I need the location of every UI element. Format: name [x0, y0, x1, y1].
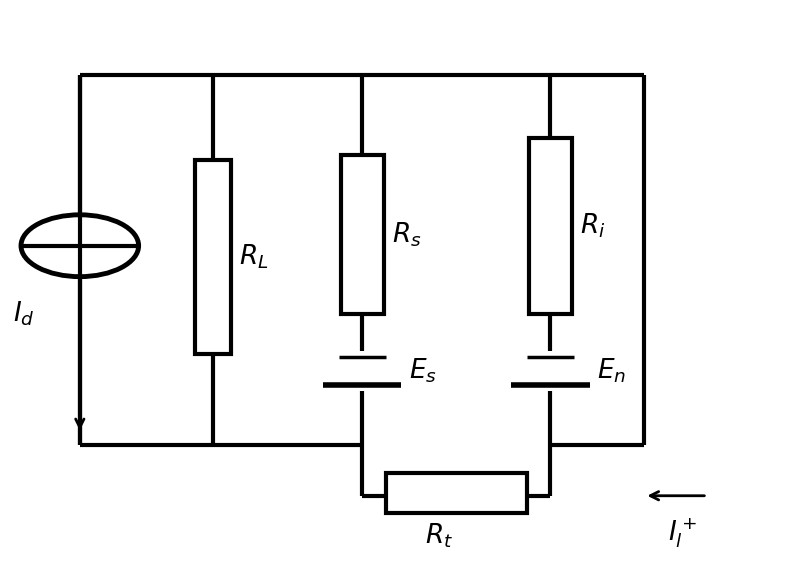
Bar [341, 155, 384, 314]
Text: $E_n$: $E_n$ [597, 356, 626, 385]
Bar [529, 138, 572, 314]
Ellipse shape [21, 215, 139, 276]
Text: $R_i$: $R_i$ [580, 212, 605, 240]
Text: $R_s$: $R_s$ [392, 220, 421, 248]
Text: $R_L$: $R_L$ [238, 243, 268, 271]
Bar [195, 160, 231, 353]
Text: $R_t$: $R_t$ [425, 521, 453, 550]
Text: $E_s$: $E_s$ [409, 356, 437, 385]
Text: $I_l^+$: $I_l^+$ [668, 516, 697, 550]
Bar [386, 473, 527, 513]
Text: $I_d$: $I_d$ [13, 300, 35, 328]
